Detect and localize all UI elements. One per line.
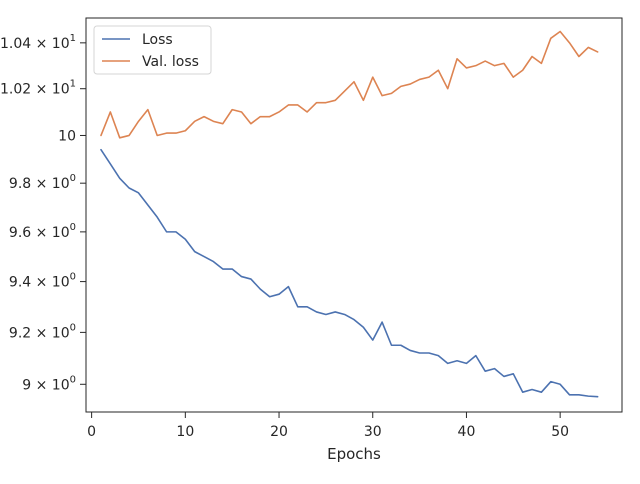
- legend: Loss Val. loss: [93, 25, 212, 75]
- y-tick-base: 9.2: [9, 325, 31, 341]
- y-tick-times: × 10: [31, 325, 69, 341]
- series-line-val-loss: [100, 30, 599, 139]
- y-tick-base: 1.04: [0, 36, 31, 52]
- y-tick-label: 1.04 × 101: [0, 33, 76, 52]
- y-tick-times: × 10: [31, 275, 69, 291]
- x-tick-label: 40: [458, 424, 476, 440]
- y-tick-base: 9.8: [9, 176, 31, 192]
- y-tick-exponent: 1: [70, 33, 76, 44]
- y-tick-exponent: 0: [70, 173, 76, 184]
- x-tick-label: 10: [176, 424, 194, 440]
- y-tick-base: 9.6: [9, 225, 31, 241]
- y-tick-base: 9.4: [9, 275, 31, 291]
- y-tick-label: 10: [58, 128, 76, 144]
- y-tick-exponent: 0: [70, 222, 76, 233]
- y-tick-label: 9.4 × 100: [9, 272, 76, 291]
- plot-frame: [85, 17, 623, 413]
- y-tick-times: × 10: [31, 225, 69, 241]
- y-tick-label: 9.8 × 100: [9, 173, 76, 192]
- y-tick-label: 9.6 × 100: [9, 222, 76, 241]
- y-tick-exponent: 0: [70, 322, 76, 333]
- y-tick-exponent: 1: [70, 79, 76, 90]
- y-tick-label: 9 × 100: [22, 374, 76, 393]
- legend-label: Loss: [142, 32, 173, 48]
- y-tick-base: 1.02: [0, 82, 31, 98]
- x-tick-label: 20: [270, 424, 288, 440]
- y-tick-exponent: 0: [70, 374, 76, 385]
- y-tick-times: × 10: [31, 82, 69, 98]
- x-axis-ticks: 0 10 20 30 40 50: [87, 412, 569, 440]
- y-tick-times: × 10: [31, 377, 69, 393]
- x-tick-label: 30: [364, 424, 382, 440]
- x-tick-label: 0: [87, 424, 96, 440]
- y-tick-label: 1.02 × 101: [0, 79, 76, 98]
- series-layer: [100, 30, 599, 398]
- legend-box: [93, 25, 212, 75]
- legend-label: Val. loss: [142, 54, 199, 70]
- x-axis-label: Epochs: [327, 445, 381, 463]
- y-tick-exponent: 0: [70, 272, 76, 283]
- series-line-loss: [100, 148, 599, 398]
- y-tick-label: 9.2 × 100: [9, 322, 76, 341]
- y-tick-times: × 10: [31, 36, 69, 52]
- y-tick-base: 9: [22, 377, 31, 393]
- y-tick-times: × 10: [31, 176, 69, 192]
- y-tick-base: 10: [58, 128, 76, 144]
- x-tick-label: 50: [551, 424, 569, 440]
